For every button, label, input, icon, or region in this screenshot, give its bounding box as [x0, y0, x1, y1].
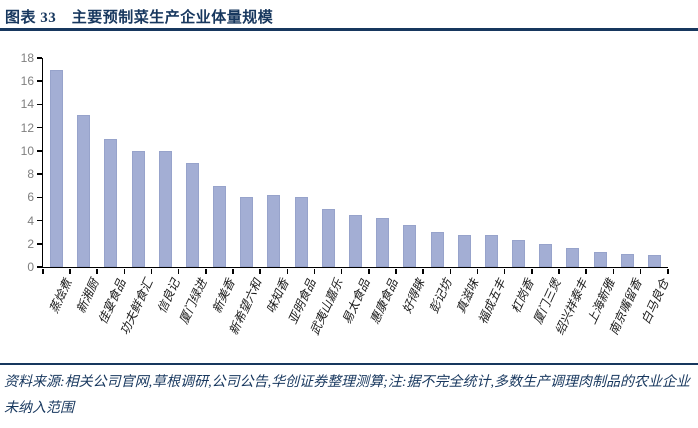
x-tick-mark [612, 268, 615, 274]
x-tick-mark [286, 268, 289, 274]
x-tick-mark [69, 268, 71, 274]
y-tick-mark [37, 196, 42, 199]
bar-南京嘴留香 [620, 254, 634, 267]
bar-惠康食品 [376, 218, 390, 267]
bar-福成五丰 [484, 234, 498, 267]
bar-蒸烩煮 [50, 69, 64, 267]
bar-chart: 0 2 4 6 8 10 12 14 16 18 蒸烩煮 新湘厨 佳宴食品 功夫鲜食汇 信良记 厦门绿进 新美… [0, 31, 698, 361]
bar-信良记 [158, 150, 172, 267]
bar-真滋味 [457, 234, 471, 267]
y-tick-mark [37, 150, 42, 152]
x-tick-mark [503, 268, 506, 274]
bar-亚明食品 [294, 197, 308, 267]
bar-佳宴食品 [104, 139, 118, 267]
y-tick-mark [37, 103, 42, 106]
x-category-label: 好得睐 [399, 276, 428, 316]
y-tick-mark [37, 126, 42, 129]
x-tick-mark [150, 268, 153, 274]
x-tick-mark [42, 268, 44, 274]
y-tick-label: 16 [20, 74, 34, 89]
x-tick-mark [123, 268, 126, 274]
x-tick-mark [639, 268, 642, 274]
x-tick-mark [558, 268, 560, 274]
x-tick-mark [368, 268, 370, 274]
chart-header: 图表 33 主要预制菜生产企业体量规模 [0, 0, 698, 27]
x-category-label: 蒸烩煮 [46, 276, 75, 316]
y-tick-mark [37, 219, 42, 222]
x-tick-mark [313, 268, 316, 274]
bar-杠岗香 [512, 240, 526, 267]
x-tick-mark [177, 268, 180, 274]
y-tick-label: 6 [27, 190, 34, 205]
x-tick-mark [205, 268, 207, 274]
footer-divider [0, 363, 698, 365]
x-tick-mark [340, 268, 343, 274]
bar-厦门三煲 [539, 243, 553, 267]
y-tick-label: 12 [20, 120, 34, 135]
bar-功夫鲜食汇 [131, 150, 145, 267]
x-tick-mark [531, 268, 533, 274]
x-tick-mark [585, 268, 587, 274]
x-tick-mark [449, 268, 452, 274]
bar-新美香 [213, 185, 227, 267]
plot-area [42, 58, 668, 268]
y-tick-mark [37, 80, 42, 82]
x-tick-mark [422, 268, 424, 274]
y-tick-mark [37, 57, 42, 59]
bar-彭记坊 [430, 232, 444, 267]
y-tick-label: 14 [20, 97, 34, 112]
bar-易太食品 [349, 214, 362, 267]
x-tick-mark [232, 268, 234, 274]
y-tick-label: 0 [27, 260, 34, 274]
y-tick-label: 18 [20, 51, 34, 65]
chart-title: 图表 33 主要预制菜生产企业体量规模 [5, 10, 274, 26]
x-tick-mark [667, 268, 669, 274]
y-tick-label: 8 [27, 167, 34, 182]
bar-武夷山嘉乐 [321, 208, 335, 267]
bar-味知香 [267, 195, 281, 267]
y-tick-label: 10 [20, 143, 34, 158]
x-tick-mark [96, 268, 98, 274]
y-tick-mark [37, 173, 42, 175]
bar-白马良仓 [647, 255, 661, 267]
x-tick-mark [259, 268, 261, 274]
y-tick-mark [37, 266, 42, 268]
y-tick-mark [37, 243, 42, 245]
x-tick-mark [395, 268, 397, 274]
bar-厦门绿进 [185, 162, 199, 267]
x-category-label: 彭记坊 [426, 276, 455, 316]
bar-新希望六和 [240, 197, 254, 267]
x-tick-mark [476, 268, 479, 274]
y-tick-label: 4 [27, 213, 34, 228]
y-tick-label: 2 [27, 236, 34, 251]
bar-好得睐 [403, 225, 417, 267]
bar-上海新雅 [593, 251, 607, 267]
header-divider [0, 28, 698, 31]
source-note: 资料来源:相关公司官网,草根调研,公司公告,华创证券整理测算;注:据不完全统计,… [4, 375, 690, 416]
bar-新湘厨 [77, 114, 91, 267]
bar-绍兴祥泰丰 [566, 248, 580, 267]
